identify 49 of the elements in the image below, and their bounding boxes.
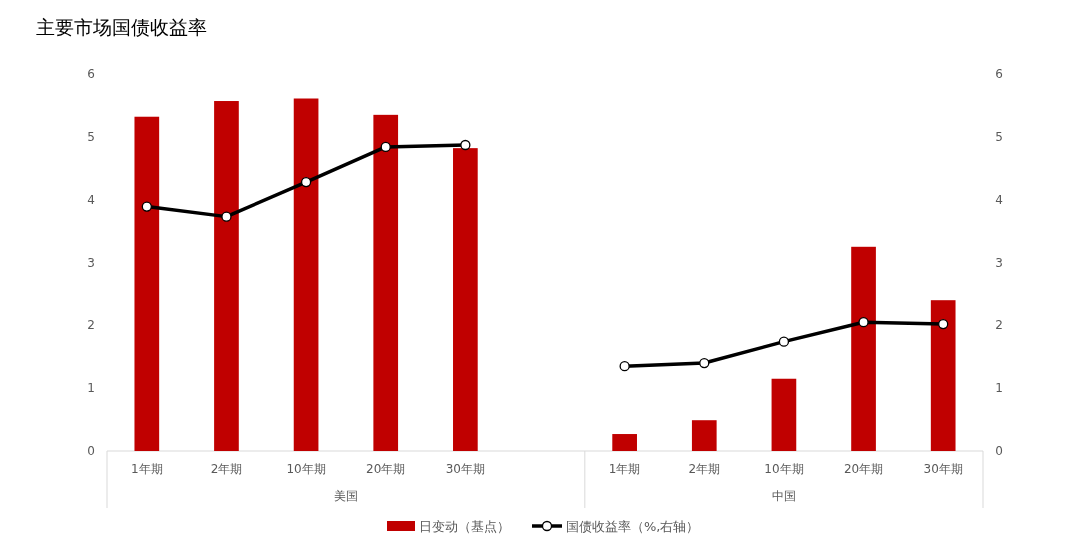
bar <box>134 116 160 451</box>
text: 中国 <box>771 489 796 503</box>
bar <box>453 148 478 451</box>
y-tick-label: 4 <box>87 192 95 207</box>
y-tick-label: 1 <box>87 381 95 396</box>
x-tick-label: 1年期 <box>131 462 163 476</box>
y-tick-label: 6 <box>87 67 95 81</box>
x-tick-label: 20年期 <box>843 462 884 476</box>
x-tick-label: 30年期 <box>923 462 963 476</box>
bar <box>293 98 319 451</box>
bar <box>771 378 797 451</box>
x-tick-label: 10年期 <box>286 462 326 476</box>
legend-label: 国债收益率（%,右轴） <box>566 519 700 534</box>
point <box>460 139 471 151</box>
bar <box>612 434 637 451</box>
point <box>221 211 232 222</box>
y2-tick-label: 2 <box>995 318 1003 333</box>
point <box>699 357 710 369</box>
x-tick-label: 20年期 <box>366 462 406 476</box>
y-tick-label: 2 <box>87 318 95 333</box>
y2-tick-label: 0 <box>995 444 1003 458</box>
text: 美国 <box>333 489 358 503</box>
x-tick-label: 30年期 <box>445 462 485 476</box>
point <box>858 317 869 328</box>
point <box>380 141 391 153</box>
y2-tick-label: 6 <box>995 67 1003 81</box>
y2-tick-label: 4 <box>995 192 1003 207</box>
bar <box>214 101 239 451</box>
point <box>141 201 152 212</box>
y2-tick-label: 5 <box>995 129 1003 144</box>
y-tick-label: 0 <box>87 444 95 458</box>
point <box>619 361 630 372</box>
y-tick-label: 3 <box>87 255 95 270</box>
x-tick-label: 2年期 <box>210 462 243 476</box>
x-tick-label: 10年期 <box>764 462 804 476</box>
x-tick-label: 2年期 <box>688 462 721 476</box>
point <box>300 176 312 188</box>
y2-tick-label: 1 <box>995 381 1003 396</box>
y2-tick-label: 3 <box>995 255 1003 270</box>
y-tick-label: 5 <box>87 129 95 144</box>
point <box>778 336 790 347</box>
bar <box>691 420 717 451</box>
chart-title: 主要市场国债收益率 <box>36 16 207 38</box>
bar <box>930 300 956 451</box>
legend-label: 日变动（基点） <box>419 519 510 534</box>
point <box>938 318 949 330</box>
x-tick-label: 1年期 <box>608 462 641 476</box>
bar <box>851 246 876 451</box>
bar <box>373 114 399 451</box>
